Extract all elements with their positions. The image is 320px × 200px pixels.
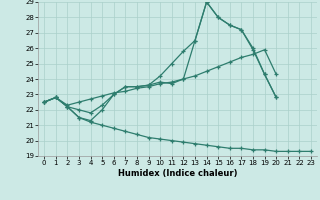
X-axis label: Humidex (Indice chaleur): Humidex (Indice chaleur) (118, 169, 237, 178)
